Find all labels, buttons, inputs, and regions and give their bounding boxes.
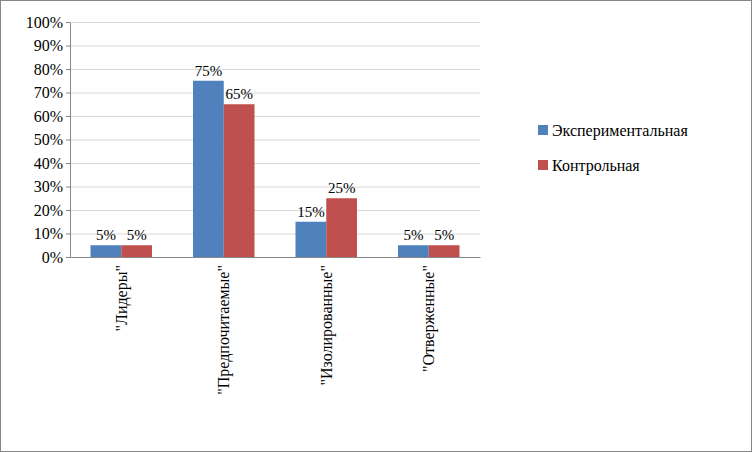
legend-label: Контрольная [552, 157, 640, 175]
grid [70, 23, 480, 258]
x-tick: "Предпочитаемые" [215, 265, 233, 395]
bar [193, 81, 224, 257]
y-tick: 60% [34, 108, 70, 125]
grid-line [70, 93, 480, 94]
y-tick: 20% [34, 202, 70, 219]
y-tick: 0% [42, 249, 70, 266]
y-tick-mark [66, 163, 70, 164]
y-tick-mark [66, 69, 70, 70]
y-tick-mark [66, 210, 70, 211]
y-tick-label: 40% [34, 155, 63, 172]
y-tick-label: 50% [34, 131, 63, 148]
y-tick-mark [66, 46, 70, 47]
y-tick: 90% [34, 37, 70, 54]
data-label: 15% [297, 204, 325, 220]
grid-line [70, 163, 480, 164]
y-tick-mark [66, 234, 70, 235]
y-tick-label: 80% [34, 61, 63, 78]
data-labels: 5% 75% 15% 5% 5% 65% 25% 5% [96, 63, 454, 244]
legend: Экспериментальная Контрольная [538, 122, 688, 175]
grid-line [70, 187, 480, 188]
chart-svg: 0% 10% 20% 30% 40% 50% 60% 70% 80% 90% 100% "Лидеры… [0, 0, 752, 452]
data-label: 25% [328, 180, 356, 196]
y-tick: 70% [34, 84, 70, 101]
data-label: 5% [96, 227, 116, 243]
x-axis: "Лидеры" "Предпочитаемые" "Изолированные" "… [71, 258, 481, 395]
y-axis: 0% 10% 20% 30% 40% 50% 60% 70% 80% 90% 100% [26, 14, 71, 266]
bar [326, 198, 357, 257]
bar [398, 245, 429, 257]
x-tick: "Лидеры" [113, 265, 131, 331]
y-tick: 10% [34, 225, 70, 242]
bar [429, 245, 460, 257]
y-tick-label: 30% [34, 178, 63, 195]
y-tick-mark [66, 116, 70, 117]
y-tick: 40% [34, 155, 70, 172]
y-tick-mark [66, 257, 70, 258]
data-label: 65% [225, 86, 253, 102]
chart-border [1, 1, 752, 452]
x-tick-label: "Предпочитаемые" [215, 265, 233, 395]
legend-label: Экспериментальная [552, 122, 688, 140]
y-tick: 100% [26, 14, 70, 31]
data-label: 75% [195, 63, 223, 79]
bar [224, 104, 255, 257]
y-tick-label: 0% [42, 249, 63, 266]
y-tick-label: 10% [34, 225, 63, 242]
y-tick-label: 60% [34, 108, 63, 125]
grid-line [70, 140, 480, 141]
grid-line [70, 22, 480, 23]
y-tick-label: 20% [34, 202, 63, 219]
data-label: 5% [403, 227, 423, 243]
y-tick-mark [66, 140, 70, 141]
y-tick-mark [66, 93, 70, 94]
y-tick-label: 90% [34, 37, 63, 54]
x-axis-line [71, 257, 481, 258]
grid-line [70, 46, 480, 47]
y-tick-mark [66, 187, 70, 188]
y-axis-line [70, 23, 71, 258]
bar [91, 245, 122, 257]
x-tick: "Отверженные" [420, 265, 438, 372]
y-tick-label: 70% [34, 84, 63, 101]
data-label: 5% [127, 227, 147, 243]
y-tick-label: 100% [26, 14, 63, 31]
y-tick: 80% [34, 61, 70, 78]
grid-line [70, 116, 480, 117]
x-tick-label: "Изолированные" [318, 265, 336, 386]
y-tick: 50% [34, 131, 70, 148]
grid-line [70, 210, 480, 211]
grid-line [70, 257, 480, 258]
bar [121, 245, 152, 257]
bars [91, 81, 460, 257]
x-tick-label: "Лидеры" [113, 265, 131, 331]
data-label: 5% [434, 227, 454, 243]
legend-swatch [538, 125, 548, 135]
y-tick: 30% [34, 178, 70, 195]
grid-line [70, 69, 480, 70]
x-tick-label: "Отверженные" [420, 265, 438, 372]
y-tick-mark [66, 22, 70, 23]
chart-container: 0% 10% 20% 30% 40% 50% 60% 70% 80% 90% 100% "Лидеры… [0, 0, 752, 452]
legend-swatch [538, 160, 548, 170]
bar [296, 222, 327, 257]
x-tick: "Изолированные" [318, 265, 336, 386]
